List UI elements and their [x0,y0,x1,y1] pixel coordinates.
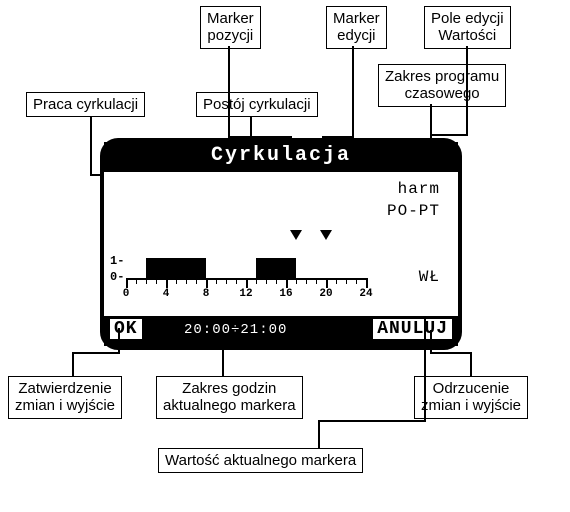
tick [146,278,147,284]
callout-praca-cyrkulacji: Praca cyrkulacji [26,92,145,117]
timeline: 1- 0- 04812162024 [126,242,366,302]
tick [156,278,157,284]
tick [186,278,187,284]
tick [236,278,237,284]
tick [206,278,208,288]
tick-label: 20 [319,288,332,300]
leader [430,134,468,136]
tick [356,278,357,284]
callout-postoj-cyrkulacji: Postój cyrkulacji [196,92,318,117]
tick [276,278,277,284]
value-text: WŁ [419,268,440,286]
tick [126,278,128,288]
leader [222,338,224,376]
tick [286,278,288,288]
leader [470,352,472,376]
tick-label: 16 [279,288,292,300]
callout-wartosc-markera: Wartość aktualnego markera [158,448,363,473]
tick [256,278,257,284]
tick [266,278,267,284]
y-label-1: 1- [110,254,124,268]
tick-label: 0 [123,288,130,300]
bottombar: OK 20:00÷21:00 ANULUJ [104,316,458,346]
leader [430,104,432,134]
leader [90,116,92,176]
titlebar: Cyrkulacja [104,142,458,172]
tick [336,278,337,284]
tick [246,278,248,288]
tick-label: 12 [239,288,252,300]
tick [196,278,197,284]
leader [318,420,320,448]
callout-zakres-programu: Zakres programu czasowego [378,64,506,107]
tick [316,278,317,284]
time-window-text: 20:00÷21:00 [184,322,287,338]
leader [228,46,230,138]
tick [296,278,297,284]
y-label-0: 0- [110,270,124,284]
tick [366,278,368,288]
mode-text: harm [398,180,440,198]
callout-zatwierdzenie: Zatwierdzenie zmian i wyjście [8,376,122,419]
cancel-button[interactable]: ANULUJ [373,319,452,339]
tick [306,278,307,284]
tick [136,278,137,284]
leader [466,46,468,136]
callout-marker-pozycji: Marker pozycji [200,6,261,49]
edit-marker-icon [320,230,332,240]
ok-button[interactable]: OK [110,319,142,339]
tick-label: 24 [359,288,372,300]
leader [430,330,432,354]
screen-title: Cyrkulacja [104,144,458,167]
timeline-bar [256,258,296,278]
tick [326,278,328,288]
leader [424,316,426,422]
tick [216,278,217,284]
tick-label: 8 [203,288,210,300]
callout-zakres-godzin: Zakres godzin aktualnego markera [156,376,303,419]
leader [430,352,472,354]
tick [346,278,347,284]
screen-area: harm PO-PT WŁ 1- 0- 0 4 8 12 16 20 24 [104,172,458,316]
position-marker-icon [290,230,302,240]
range-text: PO-PT [387,202,440,220]
leader [72,352,120,354]
tick [166,278,168,288]
tick [176,278,177,284]
callout-marker-edycji: Marker edycji [326,6,387,49]
callout-pole-edycji: Pole edycji Wartości [424,6,511,49]
callout-odrzucenie: Odrzucenie zmian i wyjście [414,376,528,419]
timeline-bar [146,258,206,278]
leader [72,352,74,376]
leader [352,46,354,138]
lcd-device: Cyrkulacja harm PO-PT WŁ 1- 0- 0 4 8 12 16 20… [100,138,462,350]
leader [118,328,120,354]
leader [318,420,426,422]
tick-label: 4 [163,288,170,300]
tick [226,278,227,284]
